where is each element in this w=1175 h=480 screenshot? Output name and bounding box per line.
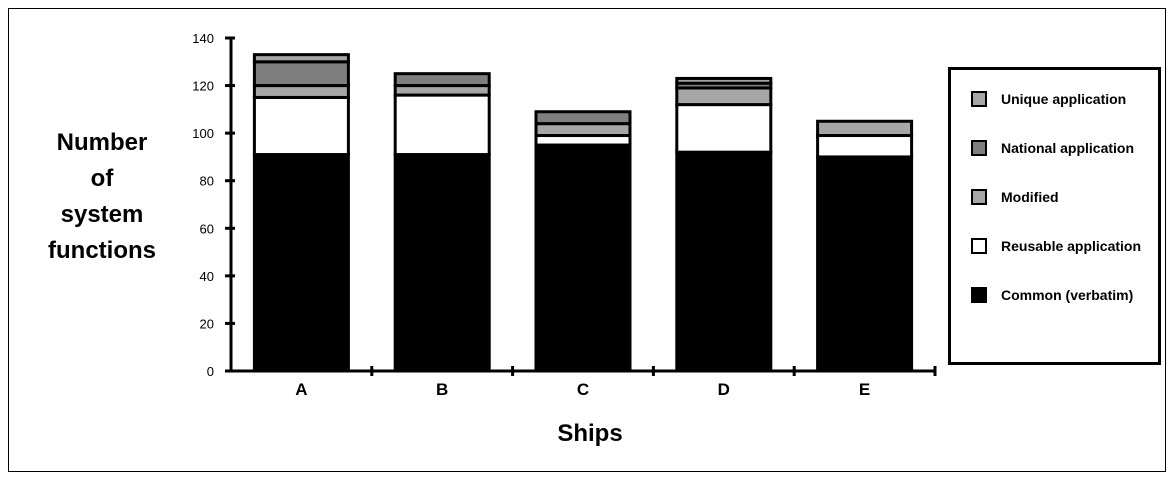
x-tick-label: B (436, 380, 448, 399)
y-axis-label-line: Number (56, 129, 148, 156)
y-tick-label: 60 (200, 221, 214, 236)
legend-item: Reusable application (971, 235, 1141, 257)
bar-segment (816, 119, 914, 138)
legend-label: Common (verbatim) (1001, 287, 1134, 303)
bar-segment (675, 103, 773, 154)
x-tick-label: D (718, 380, 730, 399)
legend-swatch (971, 238, 987, 254)
y-tick-label: 80 (200, 174, 214, 189)
legend-label: Reusable application (1001, 238, 1142, 254)
legend-item: Common (verbatim) (971, 284, 1133, 306)
x-tick-label: A (295, 380, 307, 399)
bar-segment (252, 60, 350, 88)
legend-swatch (971, 140, 987, 156)
x-tick-label: E (859, 380, 870, 399)
y-tick-label: 0 (207, 364, 214, 379)
y-tick-label: 100 (192, 126, 214, 141)
y-axis-label-line: of (90, 165, 114, 192)
y-axis-label-line: system (60, 201, 144, 228)
legend-label: Unique application (1001, 91, 1127, 107)
legend: Unique application National application Mo… (948, 67, 1161, 365)
x-axis-label: Ships (557, 420, 623, 447)
legend-item: Modified (971, 186, 1059, 208)
bar-segment (534, 110, 632, 126)
bar-segment (534, 143, 632, 373)
legend-swatch (971, 189, 987, 205)
bar-segment (816, 155, 914, 373)
bar-segment (393, 93, 491, 157)
bar-segment (252, 53, 350, 64)
legend-label: National application (1001, 140, 1135, 156)
bar-segment (252, 84, 350, 99)
legend-swatch (971, 91, 987, 107)
bar-segment (534, 122, 632, 138)
y-axis-label: Number of system functions (22, 125, 182, 269)
x-tick-label: C (577, 380, 589, 399)
y-tick-label: 140 (192, 31, 214, 46)
bar-segment (252, 153, 350, 373)
bar-segment (816, 134, 914, 159)
legend-label: Modified (1001, 189, 1059, 205)
bar-segment (675, 86, 773, 107)
y-axis-label-line: functions (48, 237, 156, 264)
legend-item: National application (971, 137, 1134, 159)
bar-segment (252, 95, 350, 157)
y-tick-label: 120 (192, 79, 214, 94)
legend-swatch (971, 287, 987, 303)
y-tick-label: 20 (200, 316, 214, 331)
bar-segment (675, 150, 773, 373)
y-tick-label: 40 (200, 269, 214, 284)
bar-segment (675, 76, 773, 85)
bar-segment (393, 153, 491, 373)
bar-segment (393, 72, 491, 88)
legend-item: Unique application (971, 88, 1126, 110)
